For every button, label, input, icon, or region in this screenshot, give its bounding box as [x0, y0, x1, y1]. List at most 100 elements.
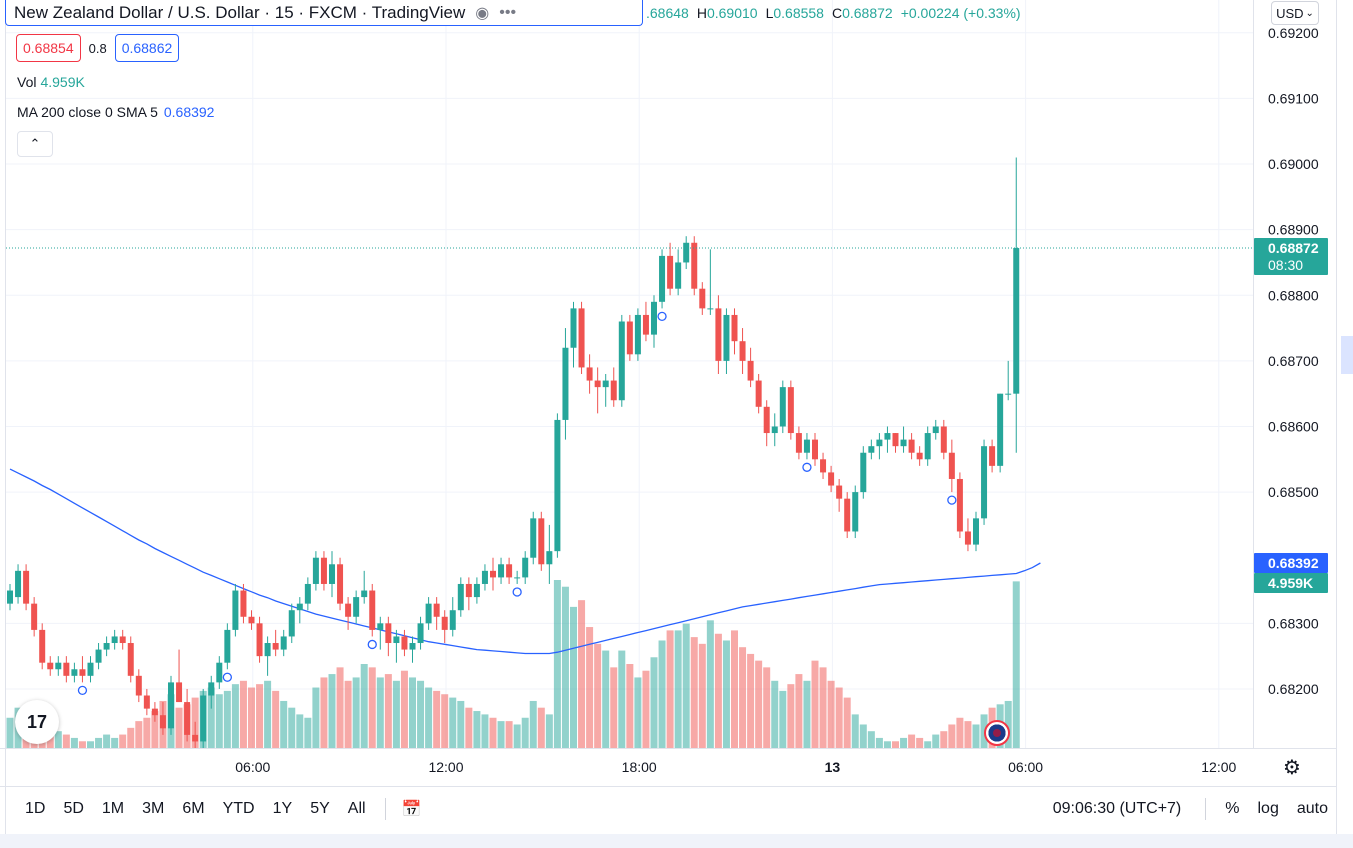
- collapse-legend-button[interactable]: ⌃: [17, 131, 53, 157]
- log-toggle[interactable]: log: [1257, 800, 1279, 817]
- volume-bar: [610, 667, 618, 748]
- candle-body: [79, 669, 86, 676]
- calendar-goto-icon[interactable]: 📅: [401, 801, 422, 818]
- candle-body: [465, 583, 472, 598]
- volume-bar: [239, 680, 247, 748]
- volume-bar: [908, 734, 916, 748]
- time-tick-label: 18:00: [622, 759, 657, 775]
- volume-bar: [650, 657, 658, 748]
- gear-icon[interactable]: ⚙: [1283, 757, 1301, 779]
- volume-bar: [714, 633, 722, 748]
- volume-bar: [280, 700, 288, 748]
- currency-select[interactable]: USD ⌄: [1271, 1, 1319, 25]
- candle-body: [288, 610, 295, 637]
- candle-body: [691, 242, 698, 289]
- volume-legend[interactable]: Vol 4.959K: [17, 74, 85, 90]
- candle-body: [924, 433, 931, 460]
- candle-body: [586, 367, 593, 381]
- volume-bar: [755, 660, 763, 748]
- candle-body: [651, 301, 657, 335]
- candle-body: [755, 380, 762, 407]
- range-1y[interactable]: 1Y: [272, 800, 293, 817]
- bottom-strip: [0, 834, 1353, 848]
- candle-body: [264, 643, 271, 657]
- volume-bar: [545, 714, 553, 748]
- volume-bar: [779, 690, 787, 748]
- range-all[interactable]: All: [347, 800, 366, 817]
- volume-bar: [425, 687, 433, 748]
- range-5d[interactable]: 5D: [63, 800, 84, 817]
- candle-body: [449, 610, 456, 630]
- event-marker: [947, 495, 957, 505]
- candle-body: [312, 557, 319, 584]
- time-tick-label: 06:00: [235, 759, 270, 775]
- price-tick-label: 0.68500: [1268, 484, 1319, 500]
- range-ytd[interactable]: YTD: [222, 800, 255, 817]
- candle-body: [481, 570, 488, 584]
- auto-toggle[interactable]: auto: [1296, 800, 1328, 817]
- volume-bar: [127, 727, 135, 748]
- volume-bar: [924, 741, 932, 748]
- candle-body: [337, 564, 344, 604]
- volume-bar: [1004, 700, 1012, 748]
- volume-bar: [916, 737, 924, 748]
- candle-body: [168, 682, 174, 729]
- range-6m[interactable]: 6M: [182, 800, 205, 817]
- symbol-header[interactable]: New Zealand Dollar / U.S. Dollar · 15 · …: [5, 0, 643, 26]
- candle-body: [771, 426, 778, 434]
- logo-text: 17: [26, 711, 48, 732]
- candle-body: [256, 623, 263, 657]
- sell-button[interactable]: 0.68854: [16, 34, 81, 62]
- ma-legend[interactable]: MA 200 close 0 SMA 5 0.68392: [17, 104, 214, 120]
- volume-bar: [666, 630, 674, 748]
- percent-toggle[interactable]: %: [1225, 800, 1240, 817]
- candle-body: [409, 643, 416, 650]
- range-1m[interactable]: 1M: [101, 800, 125, 817]
- volume-bar: [272, 690, 280, 748]
- volume-bar: [175, 707, 183, 748]
- candle-body: [95, 649, 102, 663]
- volume-bar: [103, 734, 111, 748]
- volume-bar: [288, 707, 296, 748]
- eye-icon[interactable]: ◉: [475, 4, 490, 22]
- candle-body: [667, 255, 674, 289]
- volume-bar: [626, 664, 634, 748]
- volume-bar: [827, 680, 835, 748]
- volume-bar: [602, 650, 610, 748]
- volume-bar: [336, 667, 344, 748]
- volume-bar: [352, 677, 360, 748]
- price-scale-handle[interactable]: [1341, 336, 1353, 374]
- volume-bar: [256, 684, 264, 748]
- more-icon[interactable]: •••: [499, 3, 517, 21]
- buy-button[interactable]: 0.68862: [114, 34, 180, 62]
- price-tick-label: 0.68300: [1268, 615, 1319, 631]
- candle-body: [562, 347, 569, 420]
- candle-body: [103, 643, 110, 650]
- range-1d[interactable]: 1D: [25, 800, 46, 817]
- candle-body: [296, 603, 303, 611]
- candle-body: [787, 387, 794, 434]
- volume-bar: [62, 734, 70, 748]
- range-3m[interactable]: 3M: [142, 800, 165, 817]
- candle-body: [570, 308, 577, 348]
- volume-bar: [497, 721, 505, 748]
- vol-value: 4.959K: [40, 74, 85, 90]
- event-marker: [802, 462, 812, 472]
- candle-body: [240, 590, 247, 617]
- candle-body: [868, 446, 875, 453]
- candle-body: [135, 675, 142, 696]
- symbol-title[interactable]: New Zealand Dollar / U.S. Dollar · 15 · …: [14, 2, 466, 22]
- range-5y[interactable]: 5Y: [310, 800, 330, 817]
- candle-body: [87, 662, 94, 676]
- candle-body: [7, 590, 13, 604]
- candle-body: [683, 242, 690, 263]
- time-tick-label: 12:00: [1201, 759, 1236, 775]
- tradingview-logo-icon[interactable]: 17: [15, 700, 59, 744]
- ma-line: [9, 468, 1041, 655]
- nz-flag-icon[interactable]: [984, 720, 1010, 746]
- close-key: C: [831, 5, 843, 21]
- candle-body: [506, 564, 513, 578]
- clock-display[interactable]: 09:06:30 (UTC+7): [1052, 800, 1182, 817]
